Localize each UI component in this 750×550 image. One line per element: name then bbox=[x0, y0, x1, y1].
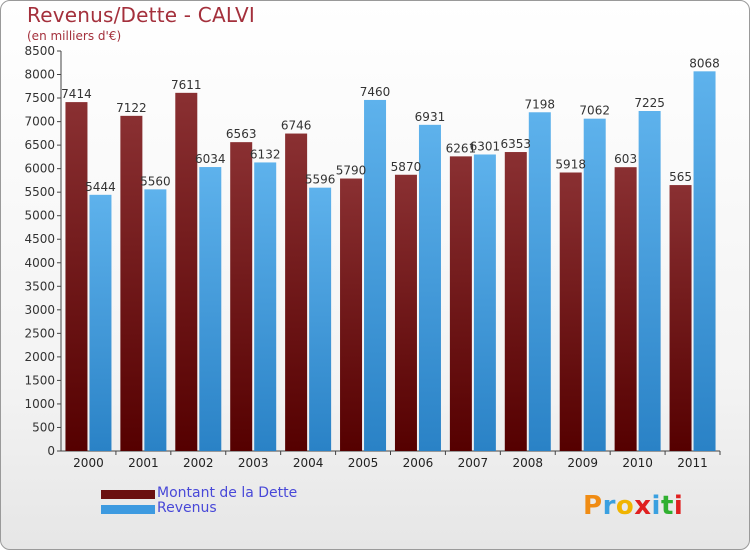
y-tick-label: 6500 bbox=[24, 138, 55, 152]
y-tick-label: 2000 bbox=[24, 350, 55, 364]
y-tick-label: 1500 bbox=[24, 373, 55, 387]
data-label-revenus: 6132 bbox=[250, 147, 281, 161]
bar-dette bbox=[449, 156, 472, 452]
bar-revenus bbox=[309, 187, 332, 452]
data-label-dette: 6261 bbox=[446, 141, 477, 155]
y-tick-label: 2500 bbox=[24, 326, 55, 340]
axes: 0 500 1000 1500 2000 2500 3000 3500 4000 4500 5000… bbox=[24, 44, 721, 470]
bar-revenus bbox=[638, 111, 661, 451]
x-tick-label: 2000 bbox=[73, 456, 104, 470]
bar-revenus bbox=[254, 162, 277, 451]
bar-revenus bbox=[199, 167, 222, 451]
bar-dette bbox=[614, 167, 637, 451]
logo-letter: o bbox=[615, 491, 635, 521]
x-tick-label: 2010 bbox=[622, 456, 653, 470]
data-label-dette: 7122 bbox=[116, 101, 147, 115]
bar-dette bbox=[230, 142, 253, 451]
legend-swatch-dette bbox=[101, 490, 155, 499]
y-tick-label: 3500 bbox=[24, 279, 55, 293]
bar-dette bbox=[340, 178, 363, 451]
x-tick-label: 2008 bbox=[513, 456, 544, 470]
x-tick-label: 2009 bbox=[567, 456, 598, 470]
chart-title: Revenus/Dette - CALVI bbox=[27, 3, 255, 27]
logo-letter: i bbox=[651, 491, 661, 521]
logo-letter: t bbox=[660, 491, 674, 521]
bar-dette bbox=[65, 102, 88, 451]
data-label-dette: 7414 bbox=[61, 87, 92, 101]
bar-dette bbox=[504, 152, 527, 452]
bar-revenus bbox=[693, 71, 716, 452]
data-label-revenus: 5596 bbox=[305, 173, 336, 187]
data-label-revenus: 6034 bbox=[195, 152, 226, 166]
y-tick-label: 7500 bbox=[24, 91, 55, 105]
data-label-revenus: 7198 bbox=[525, 97, 556, 111]
bar-revenus bbox=[418, 124, 441, 451]
data-label-dette: 6746 bbox=[281, 119, 312, 133]
y-tick-label: 4500 bbox=[24, 232, 55, 246]
data-label-revenus: 6301 bbox=[470, 139, 501, 153]
bar-dette bbox=[120, 115, 143, 452]
y-tick-label: 3000 bbox=[24, 303, 55, 317]
bar-revenus bbox=[528, 112, 551, 451]
y-tick-label: 6000 bbox=[24, 162, 55, 176]
bar-revenus bbox=[473, 154, 496, 451]
legend-label-revenus: Revenus bbox=[157, 500, 217, 516]
legend-label-dette: Montant de la Dette bbox=[157, 485, 298, 501]
y-tick-label: 4000 bbox=[24, 256, 55, 270]
bars bbox=[65, 71, 716, 452]
data-label-dette: 7611 bbox=[171, 78, 202, 92]
x-tick-label: 2006 bbox=[403, 456, 434, 470]
bar-dette bbox=[559, 172, 582, 451]
x-tick-label: 2007 bbox=[458, 456, 489, 470]
data-label-revenus: 7460 bbox=[360, 85, 391, 99]
bar-dette bbox=[394, 174, 417, 451]
data-label-dette: 565 bbox=[669, 170, 692, 184]
bar-revenus bbox=[583, 118, 606, 451]
data-label-dette: 5870 bbox=[391, 160, 422, 174]
data-label-revenus: 8068 bbox=[689, 56, 720, 70]
y-tick-label: 5500 bbox=[24, 185, 55, 199]
bar-dette bbox=[669, 185, 692, 451]
x-tick-label: 2004 bbox=[293, 456, 324, 470]
data-label-revenus: 5444 bbox=[85, 180, 116, 194]
proxiti-logo: Proxiti bbox=[583, 491, 683, 521]
data-label-revenus: 5560 bbox=[140, 174, 171, 188]
logo-letter: r bbox=[602, 491, 616, 521]
y-tick-label: 8500 bbox=[24, 44, 55, 58]
x-tick-label: 2003 bbox=[238, 456, 269, 470]
data-label-revenus: 7062 bbox=[579, 104, 610, 118]
bar-revenus bbox=[144, 189, 167, 451]
y-tick-label: 0 bbox=[47, 444, 55, 458]
data-label-dette: 5918 bbox=[555, 158, 586, 172]
logo-letter: x bbox=[634, 491, 652, 521]
data-label-dette: 6563 bbox=[226, 127, 257, 141]
x-tick-label: 2005 bbox=[348, 456, 379, 470]
y-tick-label: 5000 bbox=[24, 209, 55, 223]
y-tick-label: 500 bbox=[32, 420, 55, 434]
bar-dette bbox=[285, 133, 308, 451]
logo-letter: P bbox=[583, 491, 603, 521]
chart-subtitle: (en milliers d'€) bbox=[27, 29, 122, 43]
legend-swatch-revenus bbox=[101, 505, 155, 514]
bar-revenus bbox=[364, 99, 387, 452]
data-label-revenus: 6931 bbox=[415, 110, 446, 124]
y-tick-label: 8000 bbox=[24, 68, 55, 82]
data-label-dette: 5790 bbox=[336, 164, 367, 178]
x-tick-label: 2001 bbox=[128, 456, 159, 470]
data-label-dette: 603 bbox=[614, 152, 637, 166]
x-tick-label: 2002 bbox=[183, 456, 214, 470]
x-tick-label: 2011 bbox=[677, 456, 708, 470]
y-tick-label: 7000 bbox=[24, 115, 55, 129]
bar-revenus bbox=[89, 194, 112, 451]
bar-dette bbox=[175, 92, 198, 451]
data-label-dette: 6353 bbox=[501, 137, 532, 151]
data-label-revenus: 7225 bbox=[634, 96, 665, 110]
y-tick-label: 1000 bbox=[24, 397, 55, 411]
logo-letter: i bbox=[673, 491, 684, 521]
